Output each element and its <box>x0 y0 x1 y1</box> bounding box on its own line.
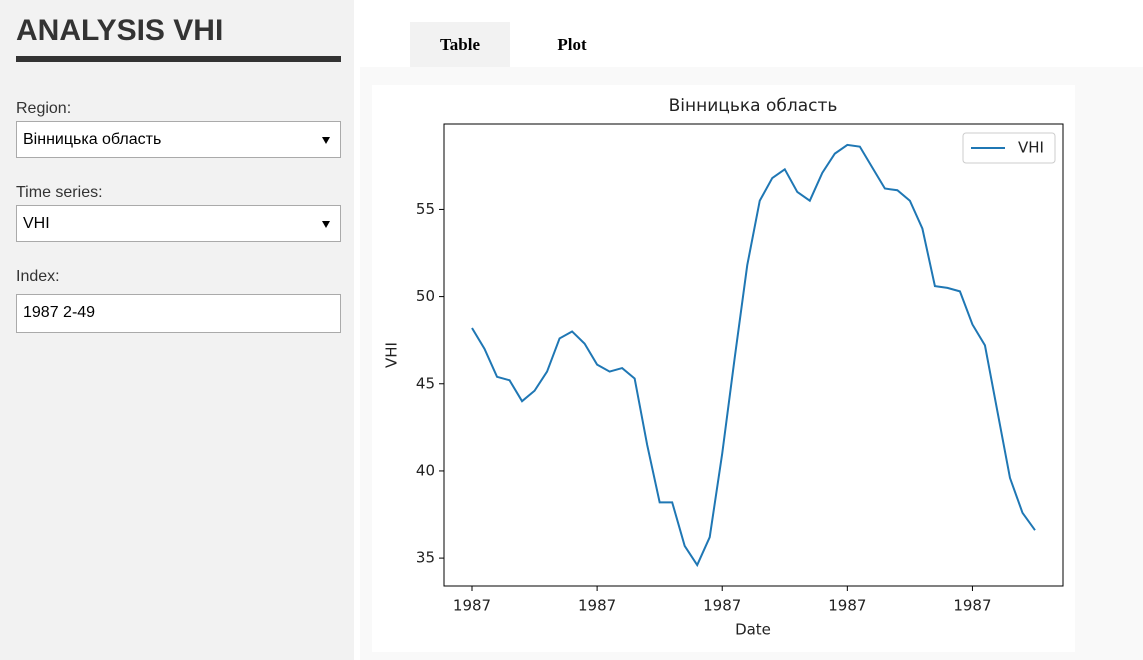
x-tick-label: 1987 <box>703 597 741 615</box>
app-title: ANALYSIS VHI <box>16 14 224 47</box>
tab[interactable]: Plot <box>522 22 622 67</box>
y-tick-label: 55 <box>416 200 435 218</box>
chart-title: Вінницька область <box>669 96 838 116</box>
region-label: Region: <box>16 100 72 117</box>
y-tick-label: 35 <box>416 549 435 567</box>
legend-label: VHI <box>1018 139 1044 157</box>
y-axis-label: VHI <box>383 342 401 368</box>
sidebar: ANALYSIS VHI Region: Вінницька область T… <box>0 0 354 660</box>
index-label: Index: <box>16 268 60 285</box>
series-select[interactable]: VHI <box>16 205 341 242</box>
y-tick-label: 50 <box>416 287 435 305</box>
x-axis-label: Date <box>735 621 771 639</box>
tab[interactable]: Table <box>410 22 510 67</box>
series-label: Time series: <box>16 184 103 201</box>
x-tick-label: 1987 <box>453 597 491 615</box>
x-tick-label: 1987 <box>578 597 616 615</box>
region-select[interactable]: Вінницька область <box>16 121 341 158</box>
x-tick-label: 1987 <box>828 597 866 615</box>
plot-frame <box>443 123 1064 587</box>
y-tick-label: 45 <box>416 374 435 392</box>
title-rule <box>16 56 341 62</box>
line-series <box>471 143 1036 568</box>
legend-box <box>962 132 1056 164</box>
index-input[interactable]: 1987 2-49 <box>16 294 341 333</box>
chart: Вінницька область Date VHI 35 40 45 50 55 198… <box>372 85 1075 652</box>
y-tick-label: 40 <box>416 461 435 479</box>
x-tick-label: 1987 <box>953 597 991 615</box>
